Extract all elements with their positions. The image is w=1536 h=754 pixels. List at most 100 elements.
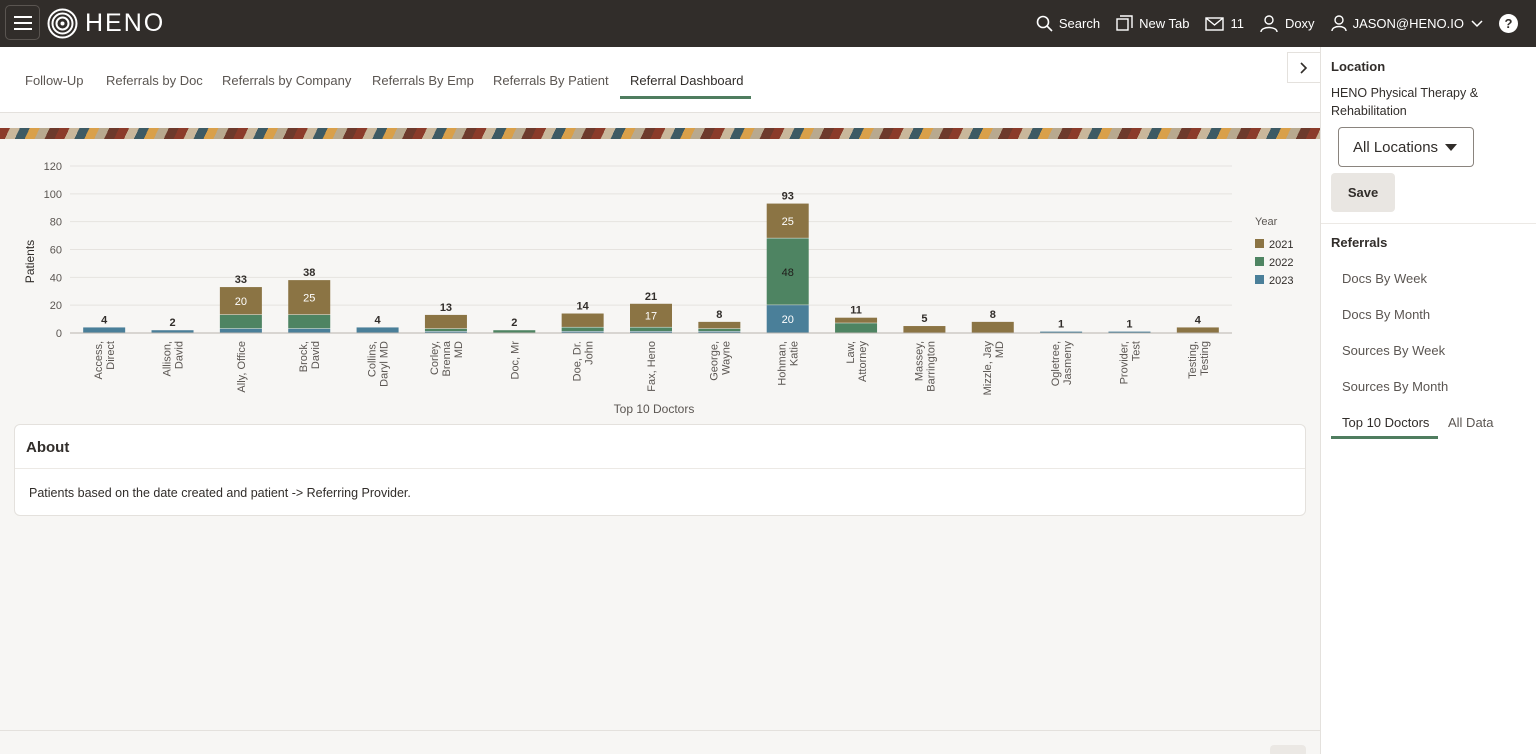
- tab-follow-up[interactable]: Follow-Up: [25, 73, 84, 88]
- x-tick-label-line: Attorney: [857, 341, 869, 382]
- link-top-10-doctors[interactable]: Top 10 Doctors: [1342, 415, 1430, 430]
- link-docs-by-month[interactable]: Docs By Month: [1342, 307, 1431, 322]
- x-tick-label: Access, Direct: [93, 341, 117, 380]
- x-tick-label-line: Testing: [1199, 341, 1211, 376]
- x-tick-label-line: Massey,: [913, 341, 925, 381]
- x-tick-label-line: Provider,: [1118, 341, 1130, 384]
- link-all-data[interactable]: All Data: [1448, 415, 1494, 430]
- about-text: Patients based on the date created and p…: [29, 486, 411, 500]
- legend-swatch-2021: [1255, 239, 1264, 248]
- bar-total-label: 8: [990, 309, 996, 321]
- x-tick-label: Allison, David: [162, 341, 186, 376]
- help-icon[interactable]: ?: [1499, 14, 1518, 33]
- mail-count: 11: [1230, 16, 1244, 31]
- bar-segment-label: 17: [645, 311, 657, 323]
- location-select-value: All Locations: [1353, 138, 1439, 156]
- search-label: Search: [1058, 16, 1101, 31]
- x-tick-label-line: Fax, Heno: [646, 341, 658, 392]
- referrals-heading: Referrals: [1331, 235, 1388, 250]
- location-name: HENO Physical Therapy & Rehabilitation: [1331, 86, 1479, 118]
- x-tick-label-line: David: [174, 341, 186, 369]
- legend-label-2022: 2022: [1269, 257, 1293, 269]
- y-tick-label: 120: [44, 161, 62, 173]
- collapse-panel-button[interactable]: [1287, 52, 1320, 83]
- legend-title: Year: [1255, 216, 1278, 228]
- caret-down-icon: [1445, 144, 1457, 151]
- link-sources-by-week[interactable]: Sources By Week: [1342, 343, 1446, 358]
- brand-logo[interactable]: HENO: [47, 8, 165, 39]
- bar-segment-2021: [835, 317, 878, 323]
- x-tick-label-line: Jasmeny: [1062, 341, 1074, 386]
- bar-segment-2021: [971, 321, 1014, 333]
- panel-divider: [1321, 223, 1536, 224]
- location-select[interactable]: All Locations: [1338, 127, 1474, 167]
- link-docs-by-week[interactable]: Docs By Week: [1342, 271, 1428, 286]
- bar-total-label: 4: [1195, 314, 1202, 326]
- bar-segment-2023: [766, 305, 809, 333]
- bar-segment-label: 20: [782, 314, 794, 326]
- right-panel: Location HENO Physical Therapy & Rehabil…: [1320, 47, 1536, 754]
- x-tick-label: Law, Attorney: [845, 341, 869, 382]
- mail-button[interactable]: 11: [1205, 16, 1244, 31]
- x-tick-label-line: Hohman,: [777, 341, 789, 386]
- decorative-banner: [0, 128, 1320, 139]
- x-tick-label-line: Brock,: [298, 341, 310, 372]
- x-tick-label-line: Katie: [789, 341, 801, 366]
- x-tick-label-line: Testing,: [1187, 341, 1199, 379]
- bar-segment-2021: [766, 203, 809, 238]
- y-tick-label: 80: [50, 217, 62, 229]
- tab-referrals-by-patient[interactable]: Referrals By Patient: [493, 73, 609, 88]
- tab-referral-dashboard[interactable]: Referral Dashboard: [630, 73, 744, 88]
- user-icon: [1330, 15, 1347, 32]
- x-tick-label-line: Access,: [93, 341, 105, 380]
- bar-segment-2022: [424, 328, 467, 332]
- x-tick-label-line: Test: [1130, 341, 1142, 361]
- x-tick-label: George, Wayne: [708, 341, 732, 381]
- doxy-label: Doxy: [1284, 16, 1315, 31]
- x-tick-label-line: Daryl MD: [379, 341, 391, 387]
- bar-segment-2023: [83, 327, 126, 333]
- bar-total-label: 4: [101, 314, 108, 326]
- top-bar: HENO Search New Tab 11: [0, 0, 1536, 47]
- tab-referrals-by-company[interactable]: Referrals by Company: [222, 73, 352, 88]
- bar-segment-2022: [835, 323, 878, 333]
- bar-segment-2022: [630, 327, 672, 332]
- bar-segment-2021: [219, 287, 262, 315]
- active-tab-indicator: [620, 96, 751, 99]
- users-icon: [1260, 14, 1278, 32]
- footer-button[interactable]: [1270, 745, 1306, 754]
- search-button[interactable]: Search: [1036, 15, 1100, 32]
- x-tick-label-line: George,: [708, 341, 720, 381]
- bar-total-label: 1: [1126, 319, 1132, 331]
- search-icon: [1036, 15, 1053, 32]
- legend-swatch-2023: [1255, 275, 1264, 284]
- x-tick-label-line: Allison,: [162, 341, 174, 376]
- save-button[interactable]: Save: [1331, 173, 1395, 212]
- legend-label-2021: 2021: [1269, 239, 1293, 251]
- tab-referrals-by-doc[interactable]: Referrals by Doc: [106, 73, 203, 88]
- y-axis-label: Patients: [23, 240, 37, 283]
- tab-referrals-by-emp[interactable]: Referrals By Emp: [372, 73, 474, 88]
- x-tick-label-line: John: [584, 341, 596, 365]
- user-label: JASON@HENO.IO: [1352, 16, 1464, 31]
- doxy-button[interactable]: Doxy: [1260, 14, 1315, 33]
- x-tick-label: Collins, Daryl MD: [367, 341, 391, 387]
- bar-total-label: 8: [716, 309, 722, 321]
- link-sources-by-month[interactable]: Sources By Month: [1342, 379, 1449, 394]
- bar-segment-2022: [766, 238, 809, 305]
- menu-button[interactable]: [5, 5, 40, 40]
- bar-total-label: 2: [169, 317, 175, 329]
- user-menu[interactable]: JASON@HENO.IO: [1330, 15, 1483, 32]
- new-tab-button[interactable]: New Tab: [1116, 15, 1189, 32]
- x-tick-label: Provider, Test: [1118, 341, 1142, 384]
- bar-total-label: 13: [440, 302, 452, 314]
- bar-segment-label: 25: [303, 293, 315, 305]
- x-axis-label: Top 10 Doctors: [614, 402, 695, 416]
- mail-icon: [1205, 16, 1225, 31]
- x-tick-label: Corley, Brenna MD: [429, 340, 465, 376]
- bar-total-label: 93: [782, 191, 794, 203]
- bar-segment-2021: [288, 280, 331, 315]
- new-tab-label: New Tab: [1139, 16, 1190, 31]
- x-tick-label: Testing, Testing: [1187, 341, 1211, 379]
